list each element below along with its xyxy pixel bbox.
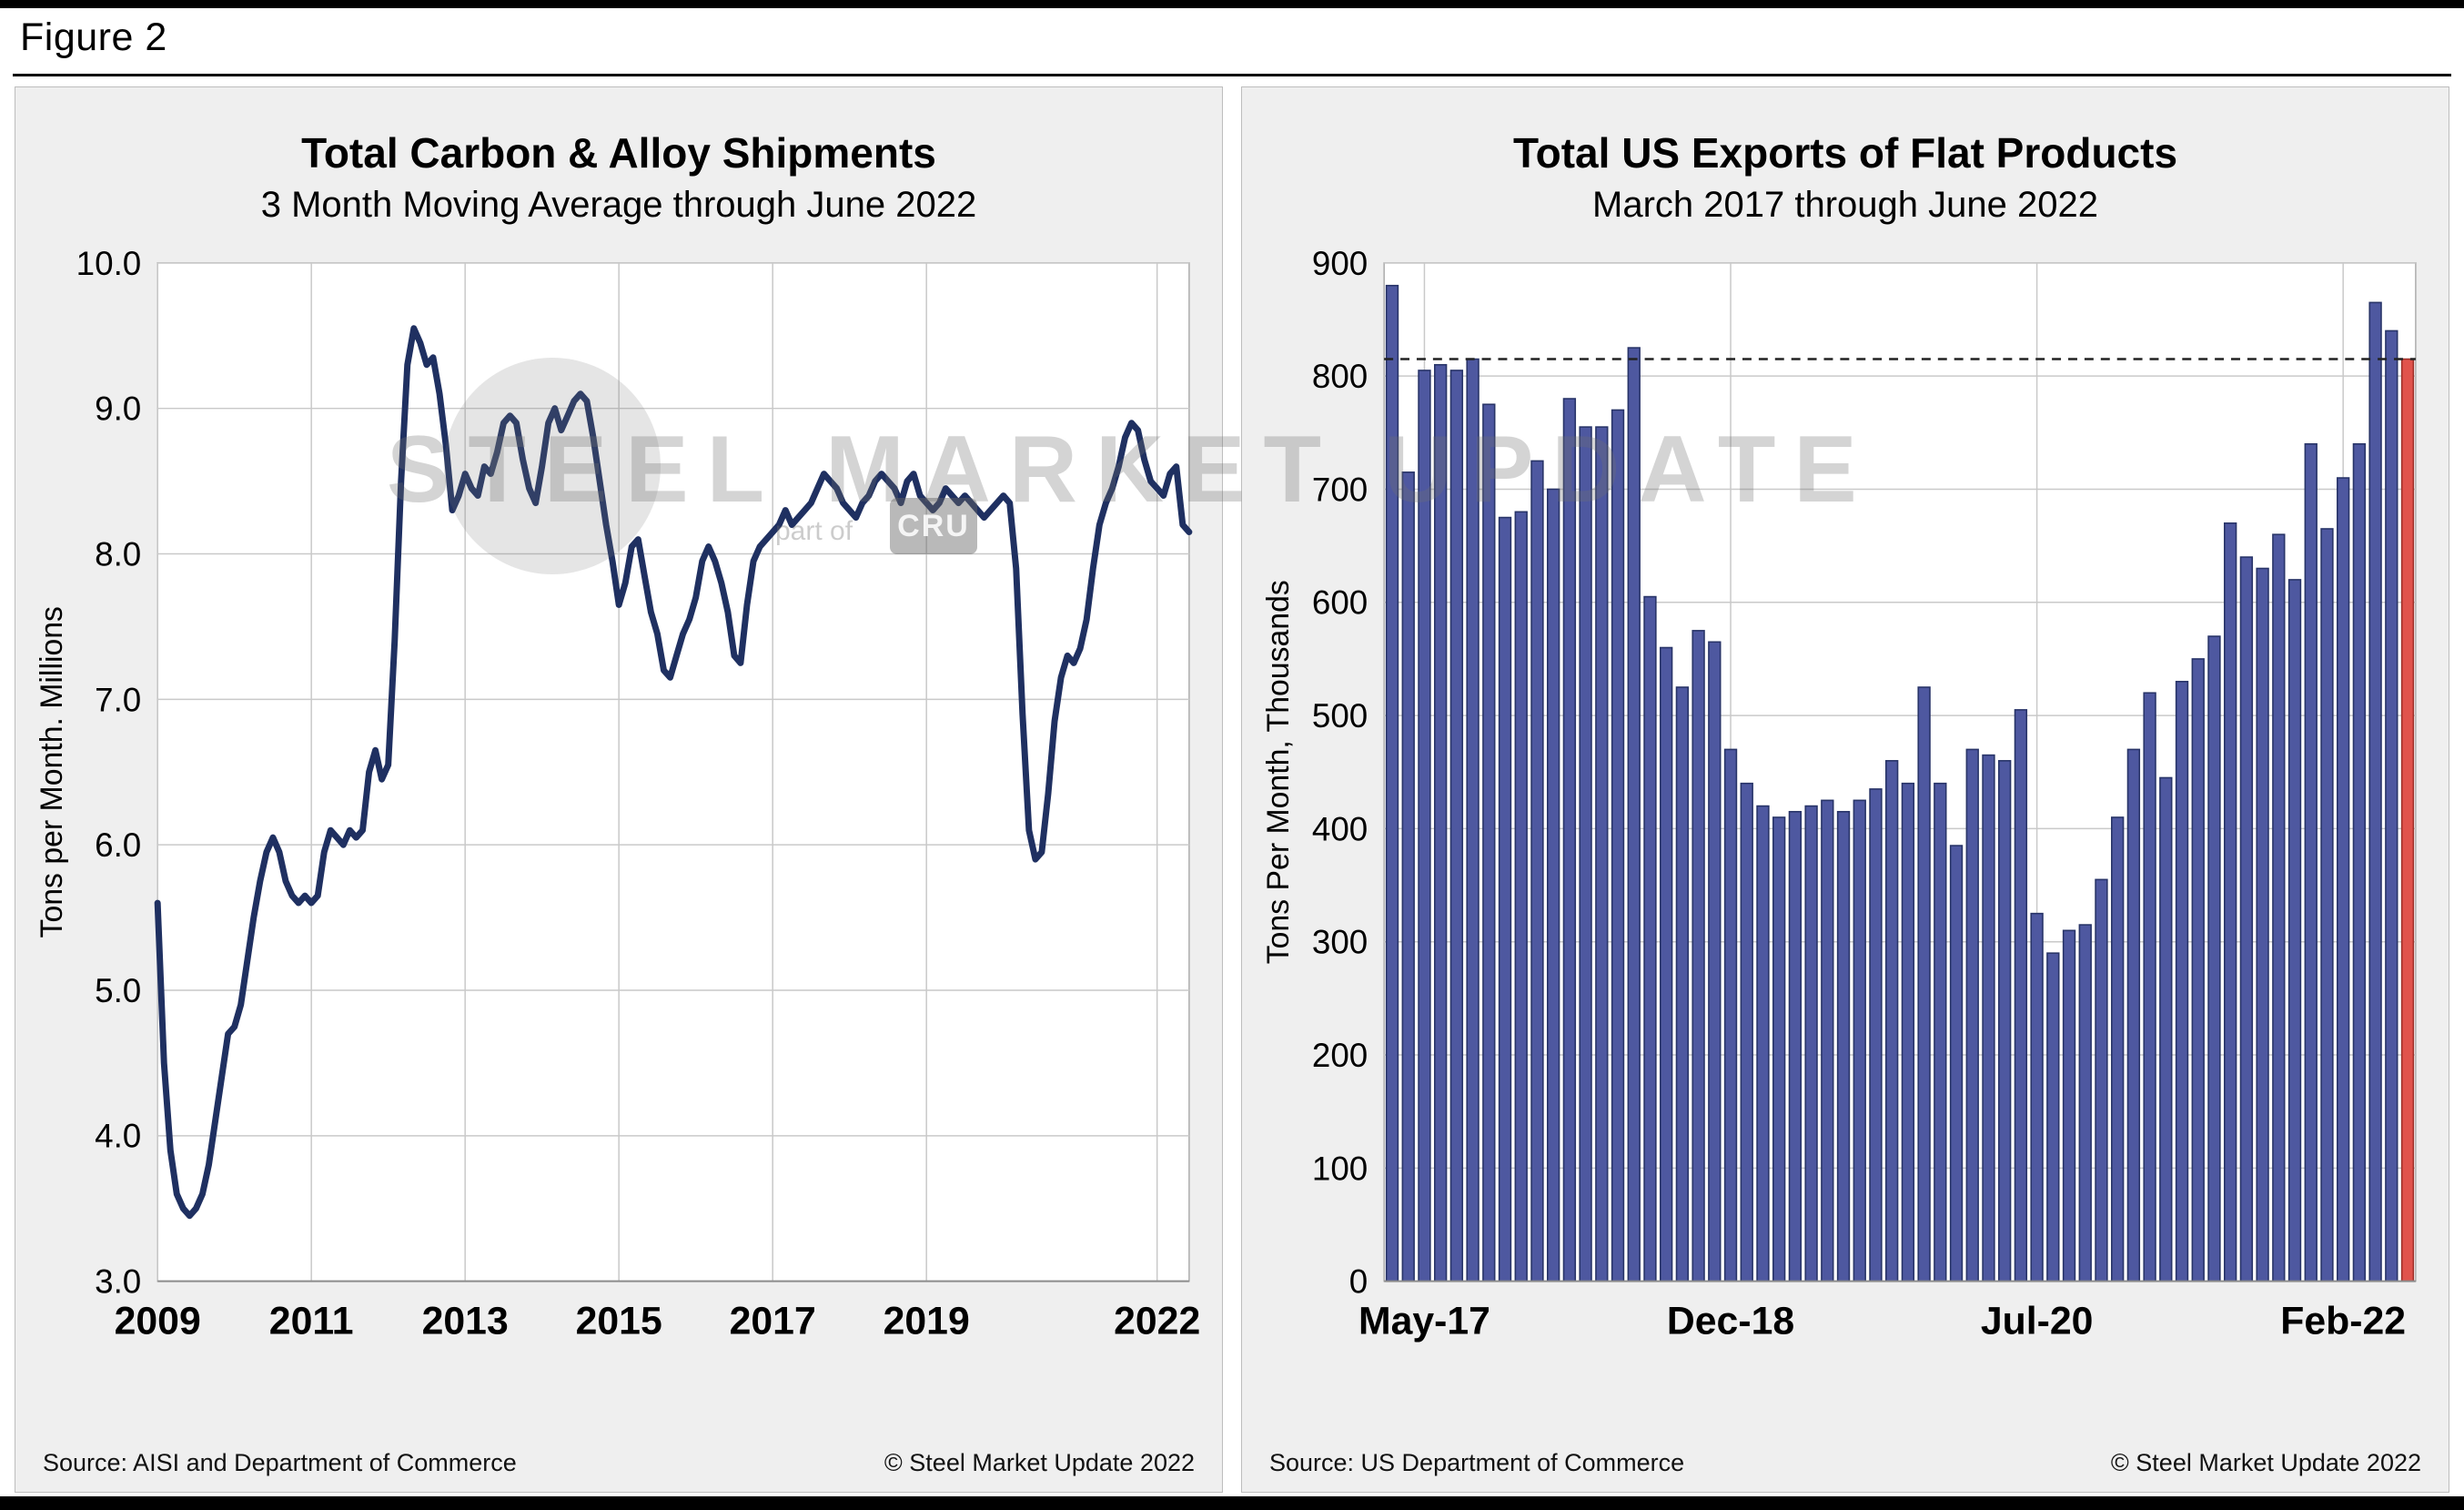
bar-chart-source: Source: US Department of Commerce — [1269, 1449, 1685, 1476]
svg-text:Feb-22: Feb-22 — [2280, 1299, 2406, 1343]
svg-text:600: 600 — [1312, 584, 1368, 622]
svg-text:900: 900 — [1312, 245, 1368, 282]
exports-bar-chart-panel: Total US Exports of Flat Products March … — [1241, 86, 2449, 1493]
svg-text:100: 100 — [1312, 1150, 1368, 1187]
header-rule — [13, 74, 2451, 76]
charts-row: Total Carbon & Alloy Shipments 3 Month M… — [15, 86, 2449, 1493]
svg-text:6.0: 6.0 — [95, 826, 141, 864]
svg-text:4.0: 4.0 — [95, 1118, 141, 1155]
svg-text:10.0: 10.0 — [76, 245, 141, 282]
svg-text:7.0: 7.0 — [95, 681, 141, 718]
svg-text:300: 300 — [1312, 924, 1368, 961]
bar-chart-copyright: © Steel Market Update 2022 — [2110, 1449, 2421, 1476]
svg-text:8.0: 8.0 — [95, 535, 141, 573]
top-border-bar — [0, 0, 2464, 8]
line-chart-canvas: 3.0 4.0 5.0 6.0 7.0 8.0 9.0 10.0 2009 2011 2013 201… — [34, 245, 1200, 1343]
svg-text:Jul-20: Jul-20 — [1980, 1299, 2093, 1343]
svg-text:Dec-18: Dec-18 — [1667, 1299, 1794, 1343]
svg-text:5.0: 5.0 — [95, 972, 141, 1009]
bottom-border-bar — [0, 1496, 2464, 1510]
svg-text:2009: 2009 — [114, 1299, 200, 1343]
svg-text:9.0: 9.0 — [95, 390, 141, 428]
svg-text:Tons per Month. Millions: Tons per Month. Millions — [34, 606, 68, 937]
svg-text:2015: 2015 — [575, 1299, 661, 1343]
bar-chart-subtitle: March 2017 through June 2022 — [1592, 184, 2098, 225]
svg-text:2017: 2017 — [729, 1299, 815, 1343]
line-chart-title: Total Carbon & Alloy Shipments — [301, 129, 936, 177]
line-chart-footer: Source: AISI and Department of Commerce … — [43, 1449, 1195, 1477]
line-chart-copyright: © Steel Market Update 2022 — [884, 1449, 1195, 1476]
figure-header: Figure 2 — [0, 8, 2464, 81]
svg-text:2013: 2013 — [421, 1299, 508, 1343]
bar-chart-title: Total US Exports of Flat Products — [1512, 129, 2178, 177]
line-chart-source: Source: AISI and Department of Commerce — [43, 1449, 517, 1476]
svg-text:2011: 2011 — [268, 1299, 353, 1343]
shipments-line-chart-panel: Total Carbon & Alloy Shipments 3 Month M… — [15, 86, 1223, 1493]
svg-text:400: 400 — [1312, 810, 1368, 847]
svg-text:500: 500 — [1312, 697, 1368, 735]
svg-text:700: 700 — [1312, 471, 1368, 508]
svg-text:2022: 2022 — [1114, 1299, 1200, 1343]
figure-label: Figure 2 — [20, 15, 167, 59]
line-chart-subtitle: 3 Month Moving Average through June 2022 — [260, 184, 977, 225]
svg-text:2019: 2019 — [883, 1299, 969, 1343]
svg-text:200: 200 — [1312, 1037, 1368, 1074]
svg-text:800: 800 — [1312, 358, 1368, 395]
svg-text:3.0: 3.0 — [95, 1262, 141, 1300]
svg-text:0: 0 — [1348, 1262, 1367, 1300]
svg-text:May-17: May-17 — [1358, 1299, 1490, 1343]
bar-chart-canvas: 0 100 200 300 400 500 600 700 800 900 May-17 Dec-18… — [1260, 245, 2417, 1343]
svg-text:Tons Per Month, Thousands: Tons Per Month, Thousands — [1260, 580, 1295, 964]
bar-chart-footer: Source: US Department of Commerce © Stee… — [1269, 1449, 2421, 1477]
